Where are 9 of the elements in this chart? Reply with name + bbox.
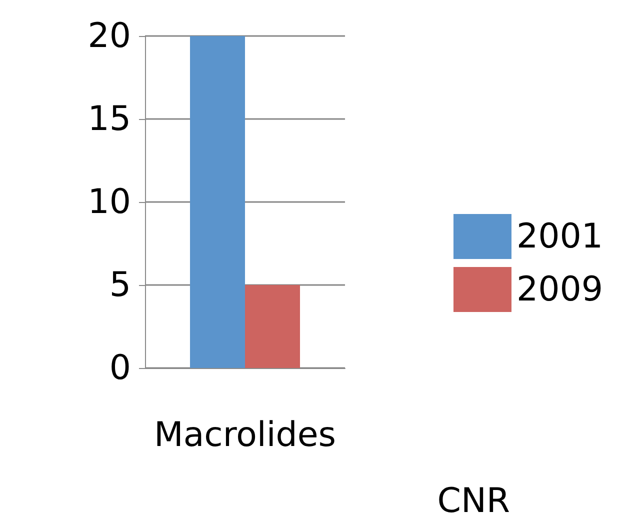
y-tick-label: 5 — [109, 265, 131, 305]
y-tick-label: 15 — [88, 99, 131, 139]
legend-label: 2009 — [516, 270, 604, 310]
x-tick-label: Macrolides — [154, 415, 336, 455]
y-tick-label: 10 — [88, 182, 131, 222]
text: CNR — [437, 481, 510, 521]
y-tick-label: 0 — [109, 348, 131, 388]
y-tick-label: 20 — [88, 16, 131, 56]
legend-label: 2001 — [516, 216, 604, 256]
